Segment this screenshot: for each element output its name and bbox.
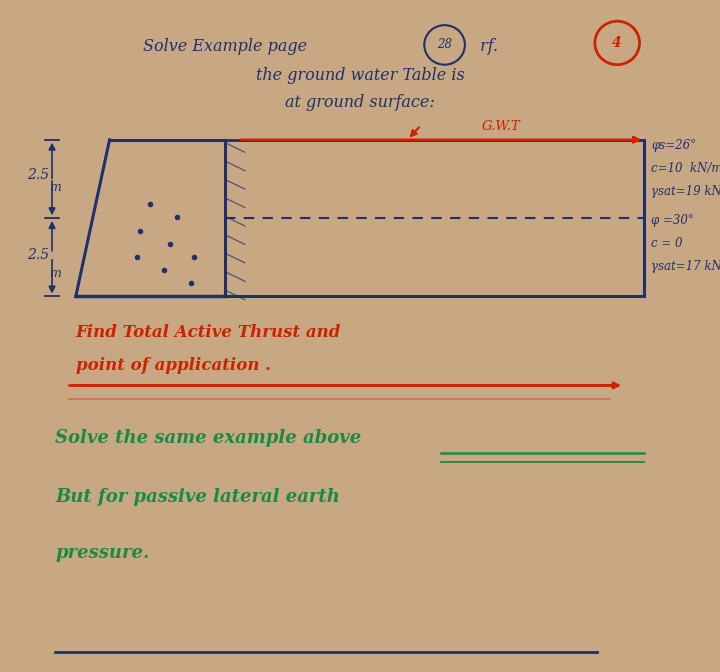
Text: 2.5: 2.5: [27, 248, 50, 262]
Text: c = 0: c = 0: [651, 237, 683, 250]
Text: m: m: [50, 267, 61, 280]
Text: point of application .: point of application .: [76, 357, 271, 374]
Text: the ground water Table is: the ground water Table is: [256, 67, 464, 85]
Text: γsat=19 kN/m³: γsat=19 kN/m³: [651, 185, 720, 198]
Text: Solve Example page: Solve Example page: [143, 38, 307, 54]
Text: pressure.: pressure.: [55, 544, 150, 562]
Text: 4: 4: [613, 36, 622, 50]
Text: φs=26°: φs=26°: [651, 138, 696, 151]
Text: at ground surface:: at ground surface:: [285, 93, 435, 111]
Text: 28: 28: [437, 38, 452, 52]
Text: m: m: [50, 181, 61, 194]
Text: But for passive lateral earth: But for passive lateral earth: [55, 489, 341, 506]
Text: 2.5: 2.5: [27, 167, 50, 181]
Text: c=10  kN/m: c=10 kN/m: [651, 161, 720, 175]
Text: φ =30°: φ =30°: [651, 214, 694, 227]
Text: G.W.T: G.W.T: [482, 120, 521, 133]
Text: rf.: rf.: [475, 38, 498, 54]
Text: γsat=17 kN/m³: γsat=17 kN/m³: [651, 260, 720, 274]
Text: Find Total Active Thrust and: Find Total Active Thrust and: [76, 324, 341, 341]
Text: Solve the same example above: Solve the same example above: [55, 429, 361, 447]
